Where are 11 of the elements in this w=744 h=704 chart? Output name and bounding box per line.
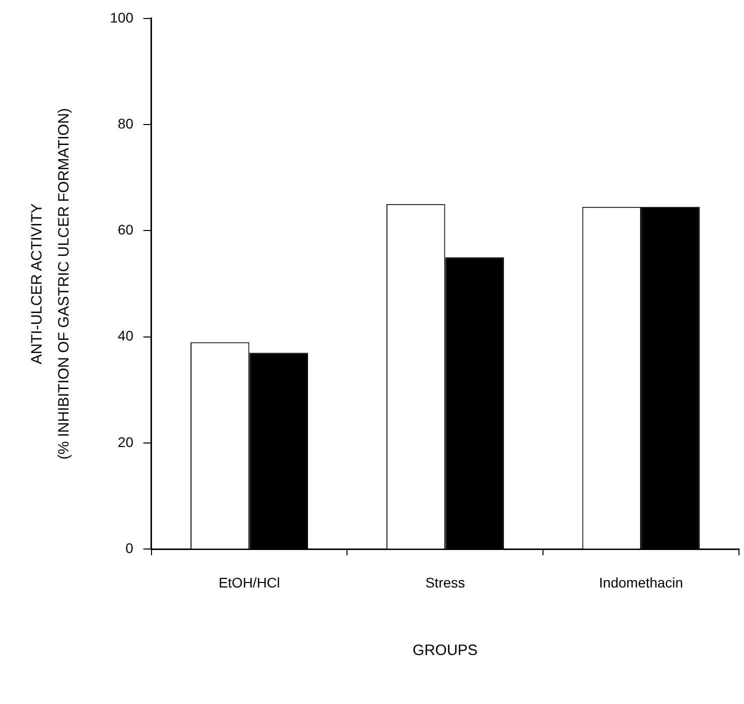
x-tick-label: Indomethacin [599,574,684,590]
x-tick-label: EtOH/HCl [218,574,280,590]
y-tick-label: 40 [118,328,134,344]
y-tick-label: 80 [118,115,134,132]
x-tick-label: Stress [425,574,466,590]
y-tick-label: 20 [118,434,134,450]
x-axis-title: GROUPS [412,642,478,660]
y-axis-title: ANTI-ULCER ACTIVITY (% INHIBITION OF GASTRIC ULCER FORMATION) [28,108,73,460]
y-tick-label: 100 [110,9,134,26]
y-tick-label: 60 [118,222,134,238]
y-tick-label: 0 [126,540,134,556]
